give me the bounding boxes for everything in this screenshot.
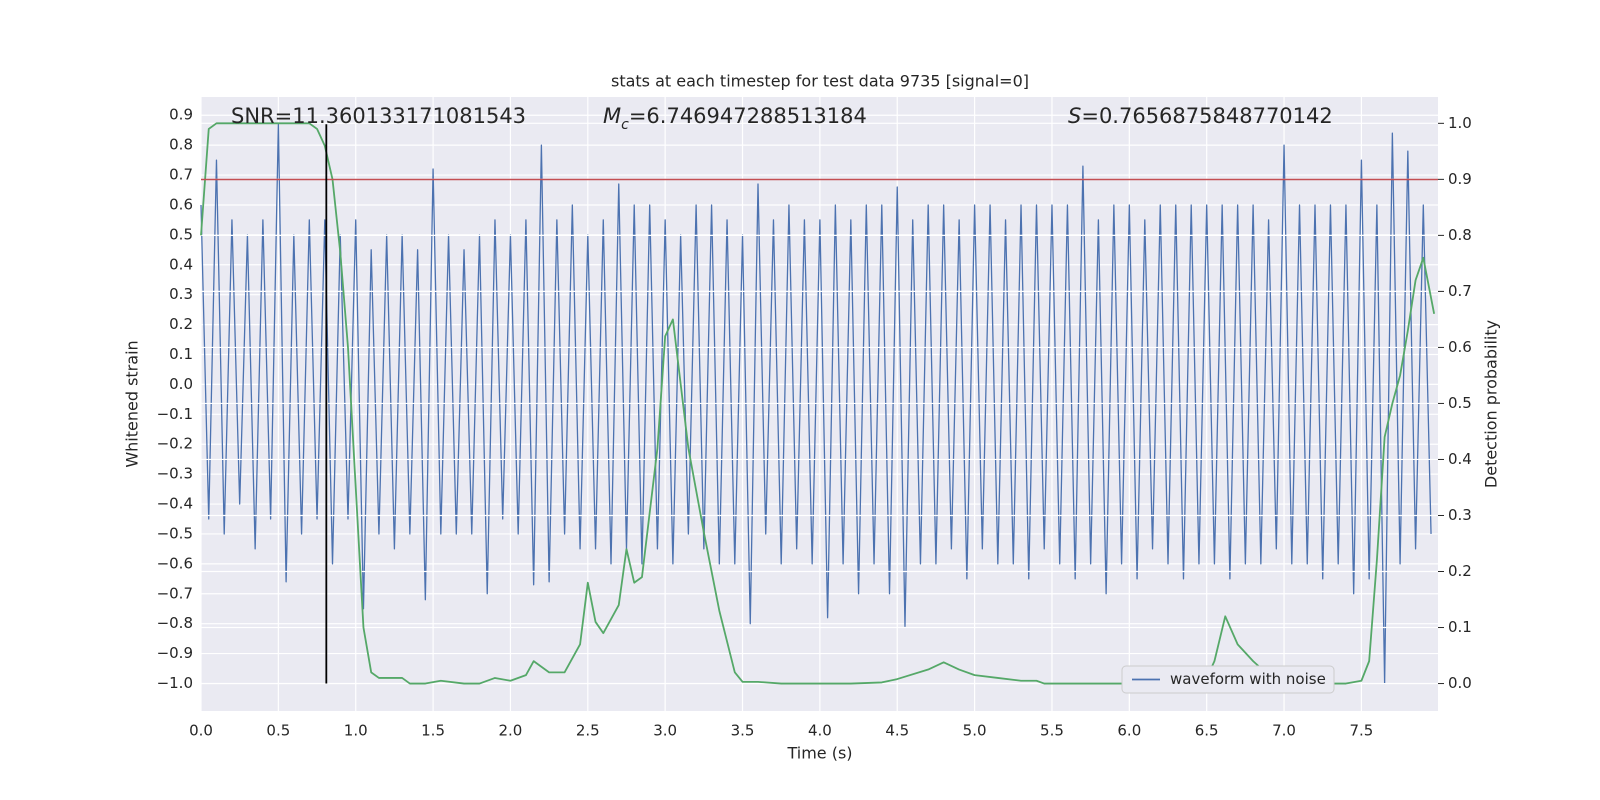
y-tick-label: −1.0 [157,674,193,692]
y-tick-label: 0.2 [169,315,193,333]
x-tick-label: 5.0 [963,722,987,740]
y-tick-label: 0.3 [169,285,193,303]
annotation-symbol: S [1068,104,1081,128]
y-tick-label: −0.1 [157,405,193,423]
y2-tick-label: 0.3 [1448,506,1472,524]
y2-tick-label: 1.0 [1448,114,1472,132]
x-tick-label: 5.5 [1040,722,1064,740]
annotation: Mc=6.746947288513184 [603,104,867,133]
y2-tick-label: 0.4 [1448,450,1472,468]
x-tick-label: 0.5 [266,722,290,740]
annotation-symbol: M [603,104,621,128]
y-tick-label: −0.4 [157,495,193,513]
x-tick-label: 0.0 [189,722,213,740]
x-tick-label: 1.5 [421,722,445,740]
y-tick-label: 0.0 [169,375,193,393]
y-tick-label: 0.6 [169,195,193,213]
x-tick-label: 2.5 [576,722,600,740]
y2-tick-label: 0.8 [1448,226,1472,244]
y-tick-label: −0.9 [157,644,193,662]
y-axis-label: Whitened strain [123,340,142,467]
y-tick-label: −0.7 [157,584,193,602]
legend-label: waveform with noise [1170,670,1326,688]
x-tick-label: 4.5 [885,722,909,740]
y2-tick-label: 0.5 [1448,394,1472,412]
y2-tick-label: 0.7 [1448,282,1472,300]
waveform-line [200,123,1432,685]
annotation: S=0.7656875848770142 [1068,104,1333,128]
chart-title: stats at each timestep for test data 973… [611,72,1029,91]
x-tick-label: 3.5 [731,722,755,740]
annotation-text: SNR=11.360133171081543 [231,104,526,128]
y-tick-label: −0.6 [157,554,193,572]
legend-box [1121,665,1335,694]
x-tick-label: 1.0 [344,722,368,740]
y2-tick-label: 0.9 [1448,170,1472,188]
y-tick-label: 0.4 [169,255,193,273]
y-tick-label: 0.9 [169,106,193,124]
y-tick-label: −0.8 [157,614,193,632]
x-tick-label: 6.5 [1195,722,1219,740]
y2-axis-label: Detection probability [1482,320,1501,488]
y-tick-label: −0.2 [157,435,193,453]
y-tick-label: −0.5 [157,524,193,542]
probability-line [200,122,1436,685]
annotation-subscript: c [621,117,629,133]
y2-tick-label: 0.2 [1448,562,1472,580]
y-tick-label: 0.8 [169,136,193,154]
x-tick-label: 7.5 [1349,722,1373,740]
x-tick-label: 4.0 [808,722,832,740]
x-axis-label: Time (s) [786,744,852,763]
y2-tick-label: 0.0 [1448,674,1472,692]
y-tick-label: 0.5 [169,225,193,243]
x-tick-label: 6.0 [1117,722,1141,740]
y-tick-label: 0.7 [169,166,193,184]
y2-tick-label: 0.6 [1448,338,1472,356]
annotation-text: =6.746947288513184 [629,104,867,128]
y-tick-label: 0.1 [169,345,193,363]
annotation-text: =0.7656875848770142 [1081,104,1332,128]
x-tick-label: 3.0 [653,722,677,740]
x-tick-label: 2.0 [499,722,523,740]
y2-tick-label: 0.1 [1448,618,1472,636]
y-tick-label: −0.3 [157,465,193,483]
x-tick-label: 7.0 [1272,722,1296,740]
annotation: SNR=11.360133171081543 [231,104,526,128]
